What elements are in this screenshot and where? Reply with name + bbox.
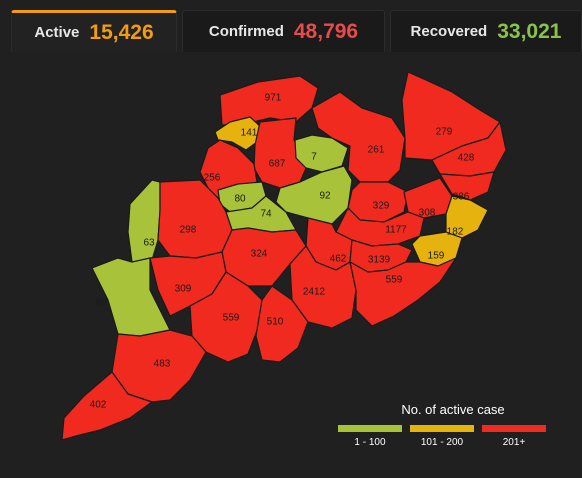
district-value-label: 428: [458, 153, 475, 164]
legend-item: 101 - 200: [410, 425, 474, 448]
district-value-label: 329: [373, 201, 390, 212]
district-value-label: 92: [319, 191, 331, 202]
district-value-label: 510: [267, 317, 284, 328]
district-value-label: 308: [419, 208, 436, 219]
legend-label: 1 - 100: [354, 437, 386, 448]
tab-recovered-label: Recovered: [410, 23, 488, 40]
legend-items: 1 - 100 101 - 200 201+: [338, 425, 564, 448]
district-labels: 971 141 687 7 261 279 428 256 80 92 74 386 329 308 182…: [90, 93, 475, 411]
district-region[interactable]: [127, 179, 161, 263]
district-value-label: 261: [368, 145, 385, 156]
tab-active-value: 15,426: [89, 20, 154, 44]
district-value-label: 3139: [368, 255, 391, 266]
district-region[interactable]: [439, 171, 495, 201]
district-value-label: 559: [386, 275, 403, 286]
district-value-label: 279: [436, 127, 453, 138]
tab-confirmed-value: 48,796: [293, 19, 359, 43]
district-value-label: 2412: [303, 287, 326, 298]
district-value-label: 687: [269, 159, 286, 170]
district-region[interactable]: [91, 257, 171, 337]
district-value-label: 324: [251, 249, 268, 260]
district-value-label: 298: [180, 225, 197, 236]
district-value-label: 559: [223, 313, 240, 324]
legend-swatch-mid: [410, 425, 474, 432]
legend-swatch-high: [482, 425, 546, 432]
legend-title: No. of active case: [401, 402, 505, 417]
tab-active[interactable]: Active 15,426: [11, 10, 177, 52]
district-value-label: 1177: [385, 225, 407, 236]
district-value-label: 971: [265, 93, 282, 104]
legend-label: 101 - 200: [420, 437, 464, 448]
district-value-label: 182: [447, 227, 464, 238]
legend-label: 201+: [502, 437, 526, 448]
district-value-label: 386: [453, 192, 470, 203]
tab-recovered[interactable]: Recovered 33,021: [390, 10, 582, 52]
tab-recovered-value: 33,021: [497, 19, 562, 43]
tab-confirmed[interactable]: Confirmed 48,796: [182, 10, 385, 52]
district-value-label: 7: [311, 152, 317, 163]
district-value-label: 63: [143, 238, 155, 249]
district-value-label: 89: [95, 298, 107, 309]
district-value-label: 309: [175, 284, 192, 295]
district-region[interactable]: [61, 371, 153, 441]
district-region[interactable]: [255, 285, 309, 363]
legend-swatch-low: [338, 425, 402, 432]
district-map: 971 141 687 7 261 279 428 256 80 92 74 386 329 308 182…: [61, 71, 507, 441]
tab-confirmed-label: Confirmed: [208, 23, 284, 40]
district-value-label: 462: [330, 254, 347, 265]
legend-item: 201+: [482, 425, 546, 448]
legend-item: 1 - 100: [338, 425, 402, 448]
tab-active-label: Active: [34, 24, 80, 41]
district-region[interactable]: [349, 257, 457, 327]
district-value-label: 80: [234, 194, 246, 205]
district-value-label: 159: [428, 251, 445, 262]
district-value-label: 74: [260, 209, 272, 220]
legend: No. of active case 1 - 100 101 - 200 201…: [332, 402, 564, 448]
district-value-label: 483: [154, 359, 171, 370]
stat-tabs: Active 15,426 Confirmed 48,796 Recovered…: [0, 0, 582, 52]
district-value-label: 141: [241, 128, 258, 139]
district-value-label: 256: [204, 173, 221, 184]
district-value-label: 402: [90, 400, 107, 411]
district-region[interactable]: [445, 195, 489, 239]
